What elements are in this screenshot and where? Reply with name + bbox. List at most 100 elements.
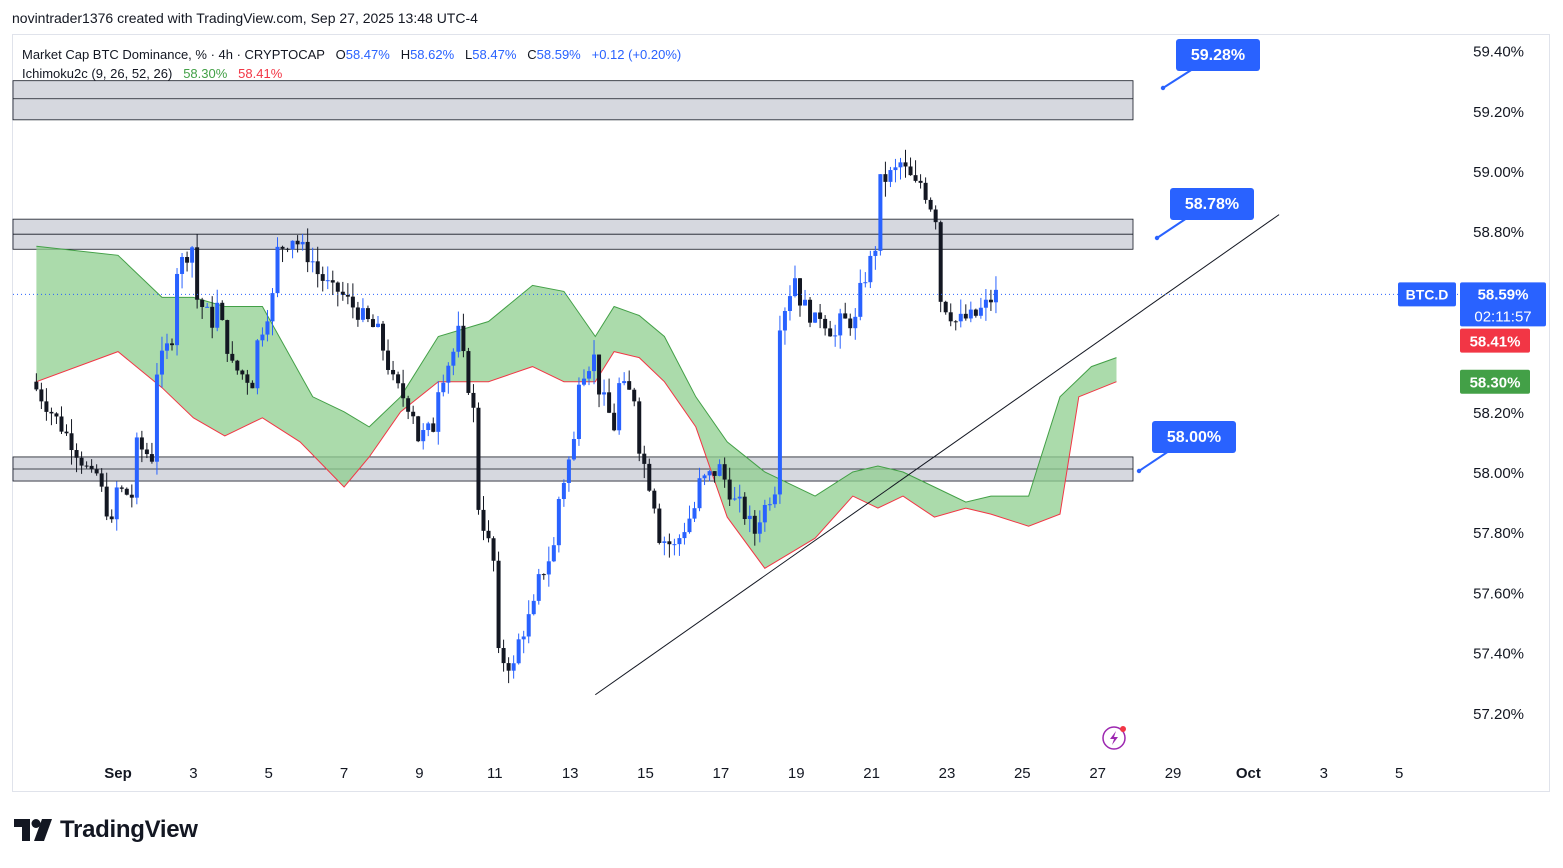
candle-body	[180, 257, 185, 274]
candle-body	[556, 499, 561, 546]
candle-body	[501, 648, 506, 664]
candle-body	[737, 496, 742, 499]
candle-body	[561, 482, 566, 500]
x-axis: Sep 3 5 7 9 11 13 15 17 19 21 23 25 27 29 Oct 3 5	[104, 765, 1403, 782]
candle-body	[290, 240, 295, 250]
cloud-tag-label-1: 58.41%	[1470, 334, 1521, 351]
candle-body	[315, 261, 320, 275]
x-tick-label: 3	[1320, 765, 1328, 782]
indicator-name[interactable]: Ichimoku2c (9, 26, 52, 26)	[22, 66, 173, 81]
candle-body	[79, 457, 84, 466]
candle-body	[210, 306, 215, 328]
candle-body	[506, 663, 511, 671]
candle-body	[516, 639, 521, 664]
candle-body	[260, 334, 265, 341]
candle-body	[134, 437, 139, 498]
candle-body	[662, 541, 667, 543]
open-value: 58.47%	[345, 47, 390, 62]
candle-body	[99, 473, 104, 487]
callout-box-3	[1152, 421, 1236, 453]
y-tick-label: 57.40%	[1473, 646, 1524, 663]
candle-body	[918, 180, 923, 183]
candle-body	[391, 369, 396, 375]
x-tick-label: 23	[939, 765, 956, 782]
candle-body	[531, 600, 536, 615]
candle-body	[908, 166, 913, 176]
candle-body	[250, 382, 255, 389]
x-tick-label: Sep	[104, 765, 132, 782]
candle-body	[602, 392, 607, 395]
candle-body	[833, 335, 838, 337]
candle-body	[893, 167, 898, 171]
candle-body	[687, 518, 692, 533]
x-tick-label: 15	[637, 765, 654, 782]
candle-body	[270, 293, 275, 322]
close-value: 58.59%	[536, 47, 581, 62]
candle-body	[767, 504, 772, 506]
candle-body	[798, 278, 803, 306]
candle-body	[59, 416, 64, 432]
candle-body	[74, 450, 79, 458]
candle-body	[491, 538, 496, 561]
candle-body	[255, 340, 260, 389]
candle-body	[576, 384, 581, 439]
candle-body	[973, 309, 978, 316]
callout-label-2: 58.78%	[1185, 196, 1239, 213]
x-tick-label: 19	[788, 765, 805, 782]
y-tick-label: 59.20%	[1473, 104, 1524, 121]
candle-body	[396, 374, 401, 384]
cloud-fill	[36, 246, 1117, 569]
candle-body	[235, 360, 240, 371]
candle-body	[205, 306, 210, 308]
symbol-line: Market Cap BTC Dominance, % · 4h · CRYPT…	[22, 45, 681, 64]
candle-body	[722, 464, 727, 480]
candle-body	[446, 365, 451, 383]
candle-body	[285, 248, 290, 250]
cloud-tag-2	[1460, 369, 1530, 394]
chart-attribution: novintrader1376 created with TradingView…	[12, 10, 478, 26]
candle-body	[461, 325, 466, 352]
candle-body	[144, 449, 149, 455]
candle-body	[843, 313, 848, 319]
candle-body	[471, 392, 476, 408]
chart-frame[interactable]	[12, 34, 1550, 792]
candle-body	[109, 516, 114, 520]
candle-body	[170, 343, 175, 346]
candle-body	[325, 280, 330, 282]
candle-body	[536, 574, 541, 601]
candle-body	[34, 381, 39, 390]
y-axis: 59.40% 59.20% 59.00% 58.80% 58.20% 58.00% 57.8…	[1473, 44, 1524, 723]
candle-body	[39, 389, 44, 402]
symbol-name[interactable]: Market Cap BTC Dominance, % · 4h · CRYPT…	[22, 47, 325, 62]
candle-body	[792, 278, 797, 297]
candle-body	[421, 430, 426, 442]
candle-body	[456, 325, 461, 352]
candle-body	[305, 241, 310, 263]
ichimoku-cloud	[36, 245, 1117, 569]
candle-body	[953, 321, 958, 323]
candle-body	[777, 330, 782, 495]
candle-body	[300, 241, 305, 245]
candle-body	[637, 401, 642, 454]
candle-body	[617, 383, 622, 431]
candle-body	[657, 508, 662, 543]
candle-body	[923, 182, 928, 200]
candle-body	[838, 313, 843, 336]
candle-body	[104, 486, 109, 517]
low-label: L	[465, 47, 473, 62]
ascending-trendline	[594, 214, 1280, 696]
candle-body	[813, 312, 818, 323]
chart-legend: Market Cap BTC Dominance, % · 4h · CRYPT…	[22, 45, 681, 83]
lightning-icon[interactable]	[1102, 726, 1126, 750]
candle-body	[607, 392, 612, 413]
candle-body	[149, 454, 154, 462]
candle-body	[521, 636, 526, 640]
candle-body	[587, 371, 591, 379]
tradingview-logo[interactable]: TradingView	[14, 816, 198, 844]
candle-body	[958, 313, 963, 322]
candle-body	[69, 433, 74, 451]
candle-body	[436, 392, 441, 432]
candle-body	[883, 174, 888, 182]
candle-body	[381, 323, 386, 351]
